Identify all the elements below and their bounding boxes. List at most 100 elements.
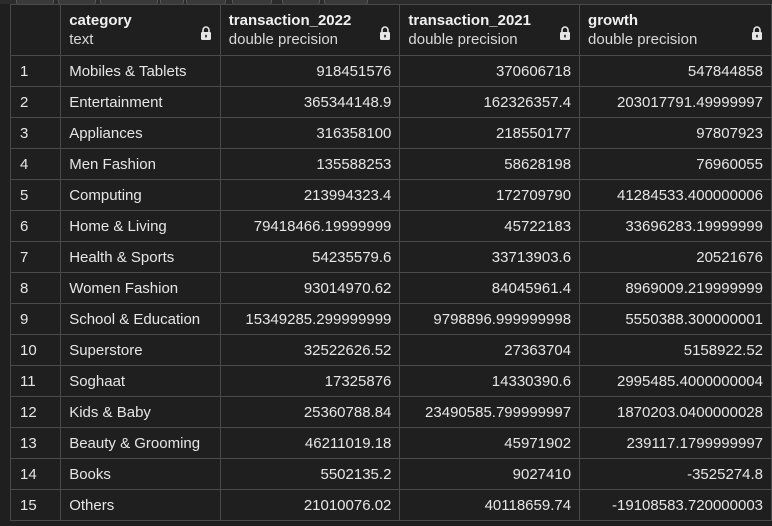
transaction-2022-cell[interactable]: 54235579.6 xyxy=(219,241,401,273)
table-row: 6 Home & Living 79418466.19999999 45722183 3… xyxy=(9,210,772,242)
lock-icon xyxy=(380,26,391,40)
transaction-2021-cell[interactable]: 45971902 xyxy=(399,427,581,459)
growth-cell[interactable]: -3525274.8 xyxy=(579,458,772,490)
transaction-2021-cell[interactable]: 58628198 xyxy=(399,148,581,180)
transaction-2021-cell[interactable]: 14330390.6 xyxy=(399,365,581,397)
growth-cell[interactable]: 20521676 xyxy=(579,241,772,273)
row-number-cell[interactable]: 6 xyxy=(9,210,62,242)
category-cell[interactable]: Books xyxy=(60,458,221,490)
column-type: double precision xyxy=(408,31,518,48)
transaction-2022-cell[interactable]: 46211019.18 xyxy=(219,427,401,459)
table-row: 13 Beauty & Grooming 46211019.18 45971902 23… xyxy=(9,427,772,459)
table-row: 10 Superstore 32522626.52 27363704 5158922.5… xyxy=(9,334,772,366)
header-growth[interactable]: growth double precision xyxy=(579,4,772,56)
row-number-cell[interactable]: 12 xyxy=(9,396,62,428)
category-cell[interactable]: School & Education xyxy=(60,303,221,335)
header-category[interactable]: category text xyxy=(60,4,221,56)
category-cell[interactable]: Health & Sports xyxy=(60,241,221,273)
category-cell[interactable]: Mobiles & Tablets xyxy=(60,55,221,87)
growth-cell[interactable]: 547844858 xyxy=(579,55,772,87)
transaction-2021-cell[interactable]: 27363704 xyxy=(399,334,581,366)
category-cell[interactable]: Entertainment xyxy=(60,86,221,118)
row-number-cell[interactable]: 13 xyxy=(9,427,62,459)
growth-cell[interactable]: 97807923 xyxy=(579,117,772,149)
growth-cell[interactable]: 203017791.49999997 xyxy=(579,86,772,118)
transaction-2021-cell[interactable]: 84045961.4 xyxy=(399,272,581,304)
transaction-2021-cell[interactable]: 23490585.799999997 xyxy=(399,396,581,428)
transaction-2021-cell[interactable]: 218550177 xyxy=(399,117,581,149)
growth-cell[interactable]: 1870203.0400000028 xyxy=(579,396,772,428)
transaction-2021-cell[interactable]: 162326357.4 xyxy=(399,86,581,118)
transaction-2021-cell[interactable]: 45722183 xyxy=(399,210,581,242)
growth-cell[interactable]: 33696283.19999999 xyxy=(579,210,772,242)
transaction-2021-cell[interactable]: 172709790 xyxy=(399,179,581,211)
header-row-number[interactable] xyxy=(9,4,62,56)
column-name: growth xyxy=(588,12,639,29)
transaction-2021-cell[interactable]: 33713903.6 xyxy=(399,241,581,273)
table-row: 15 Others 21010076.02 40118659.74 -19108583.… xyxy=(9,489,772,521)
transaction-2022-cell[interactable]: 93014970.62 xyxy=(219,272,401,304)
table-row: 8 Women Fashion 93014970.62 84045961.4 89690… xyxy=(9,272,772,304)
growth-cell[interactable]: 5158922.52 xyxy=(579,334,772,366)
row-number-cell[interactable]: 8 xyxy=(9,272,62,304)
header-transaction-2022[interactable]: transaction_2022 double precision xyxy=(219,4,401,56)
table-row: 11 Soghaat 17325876 14330390.6 2995485.40000… xyxy=(9,365,772,397)
row-number-cell[interactable]: 14 xyxy=(9,458,62,490)
table-row: 5 Computing 213994323.4 172709790 41284533.4… xyxy=(9,179,772,211)
row-number-cell[interactable]: 7 xyxy=(9,241,62,273)
row-number-cell[interactable]: 10 xyxy=(9,334,62,366)
transaction-2022-cell[interactable]: 17325876 xyxy=(219,365,401,397)
category-cell[interactable]: Soghaat xyxy=(60,365,221,397)
table-row: 12 Kids & Baby 25360788.84 23490585.7999999… xyxy=(9,396,772,428)
table-row: 2 Entertainment 365344148.9 162326357.4 2030… xyxy=(9,86,772,118)
category-cell[interactable]: Others xyxy=(60,489,221,521)
category-cell[interactable]: Beauty & Grooming xyxy=(60,427,221,459)
category-cell[interactable]: Women Fashion xyxy=(60,272,221,304)
row-number-cell[interactable]: 2 xyxy=(9,86,62,118)
transaction-2022-cell[interactable]: 25360788.84 xyxy=(219,396,401,428)
growth-cell[interactable]: 76960055 xyxy=(579,148,772,180)
transaction-2022-cell[interactable]: 918451576 xyxy=(219,55,401,87)
row-number-cell[interactable]: 15 xyxy=(9,489,62,521)
data-output-grid: category text transaction_2022 double pr… xyxy=(9,4,772,521)
transaction-2022-cell[interactable]: 135588253 xyxy=(219,148,401,180)
column-type: text xyxy=(69,31,94,48)
lock-icon xyxy=(200,26,211,40)
transaction-2021-cell[interactable]: 9798896.999999998 xyxy=(399,303,581,335)
transaction-2022-cell[interactable]: 79418466.19999999 xyxy=(219,210,401,242)
growth-cell[interactable]: 2995485.4000000004 xyxy=(579,365,772,397)
transaction-2022-cell[interactable]: 316358100 xyxy=(219,117,401,149)
category-cell[interactable]: Kids & Baby xyxy=(60,396,221,428)
row-number-cell[interactable]: 4 xyxy=(9,148,62,180)
transaction-2022-cell[interactable]: 365344148.9 xyxy=(219,86,401,118)
growth-cell[interactable]: -19108583.720000003 xyxy=(579,489,772,521)
transaction-2021-cell[interactable]: 40118659.74 xyxy=(399,489,581,521)
row-number-cell[interactable]: 3 xyxy=(9,117,62,149)
row-number-cell[interactable]: 11 xyxy=(9,365,62,397)
lock-icon xyxy=(752,26,762,40)
transaction-2022-cell[interactable]: 15349285.299999999 xyxy=(219,303,401,335)
row-number-cell[interactable]: 9 xyxy=(9,303,62,335)
header-transaction-2021[interactable]: transaction_2021 double precision xyxy=(399,4,581,56)
transaction-2022-cell[interactable]: 5502135.2 xyxy=(219,458,401,490)
table-row: 4 Men Fashion 135588253 58628198 76960055 xyxy=(9,148,772,180)
column-name: transaction_2022 xyxy=(228,12,352,29)
category-cell[interactable]: Computing xyxy=(60,179,221,211)
column-name: transaction_2021 xyxy=(408,12,531,29)
growth-cell[interactable]: 5550388.300000001 xyxy=(579,303,772,335)
category-cell[interactable]: Superstore xyxy=(60,334,221,366)
growth-cell[interactable]: 239117.1799999997 xyxy=(579,427,772,459)
category-cell[interactable]: Men Fashion xyxy=(60,148,221,180)
growth-cell[interactable]: 41284533.400000006 xyxy=(579,179,772,211)
category-cell[interactable]: Appliances xyxy=(60,117,221,149)
transaction-2022-cell[interactable]: 32522626.52 xyxy=(219,334,401,366)
row-number-cell[interactable]: 1 xyxy=(9,55,62,87)
growth-cell[interactable]: 8969009.219999999 xyxy=(579,272,772,304)
transaction-2022-cell[interactable]: 213994323.4 xyxy=(219,179,401,211)
row-number-cell[interactable]: 5 xyxy=(9,179,62,211)
table-row: 1 Mobiles & Tablets 918451576 370606718 5478… xyxy=(9,55,772,87)
category-cell[interactable]: Home & Living xyxy=(60,210,221,242)
transaction-2021-cell[interactable]: 9027410 xyxy=(399,458,581,490)
transaction-2021-cell[interactable]: 370606718 xyxy=(399,55,581,87)
transaction-2022-cell[interactable]: 21010076.02 xyxy=(219,489,401,521)
